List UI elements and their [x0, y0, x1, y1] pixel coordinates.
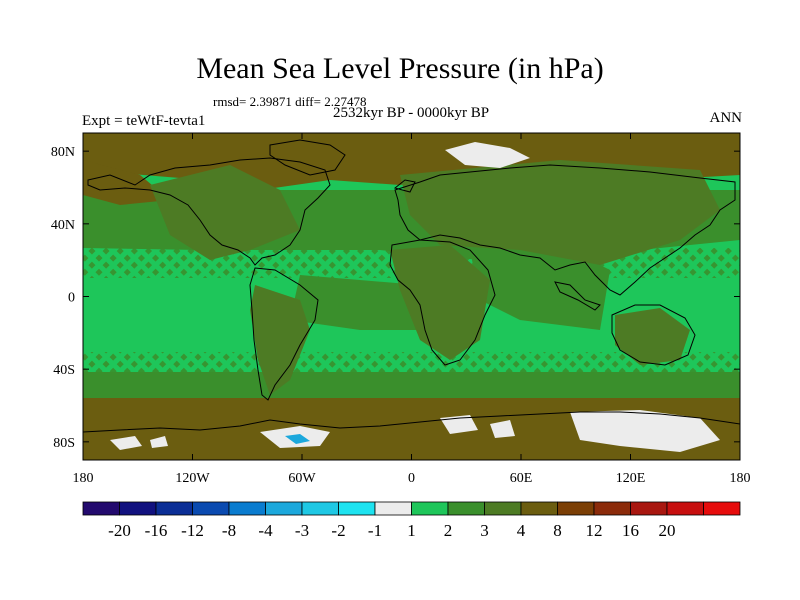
colorbar-label: 2	[444, 521, 453, 540]
colorbar-label: 12	[586, 521, 603, 540]
colorbar-swatch	[155, 501, 193, 516]
colorbar-swatch	[82, 501, 120, 516]
colorbar-swatch	[447, 501, 485, 516]
x-tick-label: 180	[730, 471, 751, 486]
colorbar-swatch	[630, 501, 668, 516]
colorbar-swatch	[411, 501, 449, 516]
field-eurasia	[400, 160, 720, 265]
colorbar-swatch	[557, 501, 595, 516]
colorbar: -20 -16 -12 -8 -4 -3 -2 -1 1 2 3 4 8 12 16 20	[82, 501, 741, 540]
field-patch-1	[440, 415, 478, 434]
field-patch-arctic	[445, 142, 530, 168]
colorbar-swatch	[593, 501, 631, 516]
x-tick-label: 60E	[510, 471, 533, 486]
colorbar-swatch	[228, 501, 266, 516]
field-patch-6	[150, 436, 168, 448]
colorbar-label: 4	[517, 521, 526, 540]
colorbar-label: -12	[181, 521, 204, 540]
x-tick-label: 60W	[288, 471, 316, 486]
colorbar-label: 8	[553, 521, 562, 540]
field-patch-5	[490, 420, 515, 438]
field-patch-blue	[285, 434, 310, 444]
colorbar-label: 16	[622, 521, 639, 540]
colorbar-swatch	[666, 501, 704, 516]
field-south-america	[250, 285, 310, 395]
x-tick-label: 120W	[175, 471, 210, 486]
colorbar-label: -20	[108, 521, 131, 540]
colorbar-swatch	[192, 501, 230, 516]
season-label: ANN	[709, 110, 743, 126]
colorbar-label: -3	[295, 521, 309, 540]
stats-label: rmsd= 2.39871 diff= 2.27478	[213, 94, 367, 109]
colorbar-swatch	[119, 501, 157, 516]
coastlines	[83, 139, 740, 433]
colorbar-label: -1	[368, 521, 382, 540]
field-band-south	[83, 352, 740, 374]
field-patch-4	[110, 436, 142, 450]
colorbar-swatch	[265, 501, 303, 516]
field-southern-ocean	[83, 372, 740, 398]
field-patch-2	[570, 410, 720, 452]
colorbar-swatch	[338, 501, 376, 516]
x-axis: 180 120W 60W 0 60E 120E 180	[73, 133, 751, 486]
y-tick-label: 0	[68, 291, 75, 306]
colorbar-label: 20	[659, 521, 676, 540]
colorbar-swatch	[703, 501, 741, 516]
colorbar-swatch	[374, 501, 412, 516]
colorbar-swatch	[484, 501, 522, 516]
field-north-america	[150, 165, 300, 260]
y-tick-label: 40N	[51, 218, 75, 233]
field-north-pacific	[83, 160, 170, 205]
x-tick-label: 120E	[616, 471, 646, 486]
colorbar-swatch	[520, 501, 558, 516]
y-axis: 80N 40N 0 40S 80S	[51, 145, 740, 451]
colorbar-label: -8	[222, 521, 236, 540]
y-tick-label: 40S	[53, 363, 75, 378]
y-tick-label: 80N	[51, 145, 75, 160]
map-field	[83, 133, 740, 460]
x-tick-label: 0	[408, 471, 415, 486]
x-tick-label: 180	[73, 471, 94, 486]
colorbar-label: -2	[331, 521, 345, 540]
experiment-label: Expt = teWtF-tevta1	[82, 113, 206, 129]
colorbar-label: -4	[258, 521, 273, 540]
colorbar-label: 3	[480, 521, 489, 540]
colorbar-label: 1	[407, 521, 416, 540]
field-australia	[615, 308, 690, 365]
colorbar-swatch	[301, 501, 339, 516]
field-africa	[390, 245, 490, 360]
colorbar-label: -16	[145, 521, 168, 540]
y-tick-label: 80S	[53, 436, 75, 451]
field-indian	[470, 245, 610, 330]
map-title: Mean Sea Level Pressure (in hPa)	[196, 52, 604, 85]
time-subtitle: 2532kyr BP - 0000kyr BP	[332, 105, 490, 121]
